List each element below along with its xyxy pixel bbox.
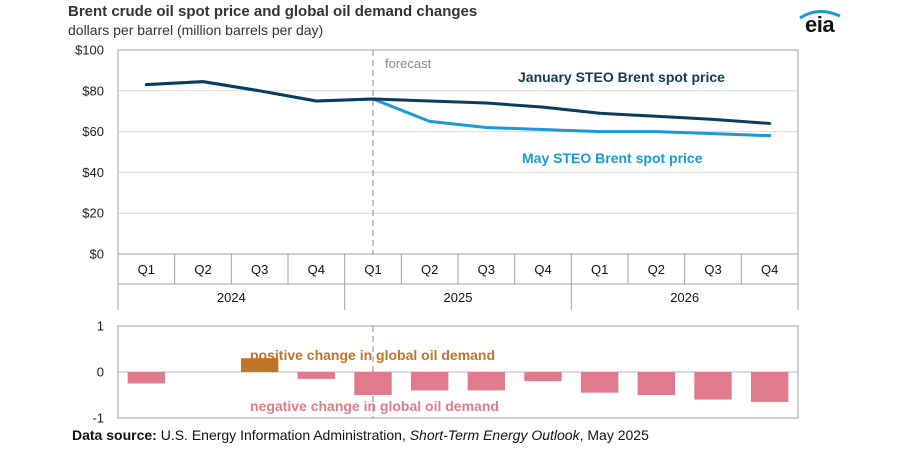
x-tick-label: Q3 [251,262,268,277]
data-source-note: Data source: U.S. Energy Information Adm… [72,427,649,443]
chart-title: Brent crude oil spot price and global oi… [68,3,478,20]
demand-bar-negative [637,372,676,395]
x-tick-label: Q2 [648,262,665,277]
demand-bar-negative [750,372,789,402]
x-tick-label: Q2 [194,262,211,277]
y-tick-label: $80 [82,83,104,98]
demand-bar-positive [240,358,279,372]
data-source-date: , May 2025 [579,427,649,443]
positive-change-annotation: positive change in global oil demand [250,347,495,363]
january-steo-label: January STEO Brent spot price [518,69,725,85]
demand-y-tick-label: -1 [92,411,104,426]
demand-bar-negative [467,372,506,391]
chart-area: $0 $20 $40 $60 $80 $100 Q1 Q2 Q3 Q4 Q1 Q2 Q3 Q4 Q1 Q2 Q3… [75,43,799,426]
year-label: 2025 [444,290,473,305]
demand-bar-negative [524,372,562,382]
demand-bar-negative [354,372,392,395]
demand-bar-negative [127,372,166,384]
may-steo-label: May STEO Brent spot price [522,150,703,166]
eia-logo-text: eia [805,12,835,37]
x-tick-label: Q1 [364,262,381,277]
demand-bar-negative [694,372,732,400]
chart-subtitle: dollars per barrel (million barrels per … [68,22,324,38]
y-tick-label: $40 [82,165,104,180]
x-tick-label: Q3 [478,262,495,277]
y-tick-label: $100 [75,43,104,58]
year-label: 2026 [670,290,699,305]
x-tick-label: Q4 [761,262,778,277]
eia-logo-icon [799,10,841,20]
negative-change-annotation: negative change in global oil demand [250,398,499,414]
x-tick-label: Q1 [138,262,155,277]
x-tick-label: Q1 [591,262,608,277]
x-tick-label: Q2 [421,262,438,277]
demand-bar-negative [410,372,449,391]
x-tick-label: Q3 [704,262,721,277]
y-tick-label: $0 [90,247,104,262]
january-steo-line [144,80,772,125]
y-tick-label: $20 [82,206,104,221]
demand-y-tick-label: 1 [97,319,104,334]
may-steo-line [144,80,772,138]
demand-panel: -1 0 1 positive change in global oil demand… [92,319,799,426]
forecast-label: forecast [385,56,432,71]
x-tick-label: Q4 [534,262,551,277]
y-tick-label: $60 [82,124,104,139]
data-source-org: U.S. Energy Information Administration, [160,427,406,443]
data-source-label: Data source: [72,427,157,443]
data-source-publication: Short-Term Energy Outlook [409,427,580,443]
demand-bar-negative [580,372,619,393]
year-label: 2024 [217,290,246,305]
x-tick-label: Q4 [308,262,325,277]
demand-y-tick-label: 0 [97,365,104,380]
demand-bar-negative [297,372,336,379]
price-panel: $0 $20 $40 $60 $80 $100 Q1 Q2 Q3 Q4 Q1 Q2 Q3 Q4 Q1 Q2 Q3… [75,43,799,310]
